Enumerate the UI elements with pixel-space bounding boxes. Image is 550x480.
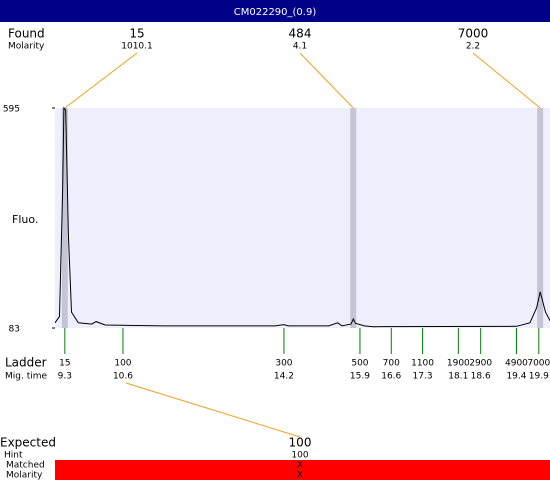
ladder-label: Ladder xyxy=(5,356,47,370)
y-axis-label: Fluo. xyxy=(12,213,38,226)
found-size: 7000 xyxy=(458,27,489,41)
expected-size: 100 xyxy=(289,436,312,450)
ladder-size: 1900 xyxy=(447,359,470,369)
title-bar xyxy=(0,0,550,22)
peak-band xyxy=(537,108,544,328)
ladder-size: 500 xyxy=(351,359,368,369)
found-molarity: 4.1 xyxy=(293,42,307,52)
y-tick-label: 595 xyxy=(3,105,20,115)
found-molarity: 1010.1 xyxy=(121,42,153,52)
ladder-time: 16.6 xyxy=(381,372,401,382)
expected-matched: X xyxy=(297,461,303,471)
peak-band xyxy=(61,108,68,328)
expected-label: Expected xyxy=(0,436,56,450)
exp-molarity-label: Molarity xyxy=(6,471,43,480)
ladder-size: 100 xyxy=(114,359,131,369)
ladder-time: 9.3 xyxy=(58,372,72,382)
found-molarity: 2.2 xyxy=(466,42,480,52)
ladder-time: 19.9 xyxy=(529,372,549,382)
ladder-size: 700 xyxy=(383,359,400,369)
mig-time-label: Mig. time xyxy=(5,372,47,382)
ladder-size: 2900 xyxy=(469,359,492,369)
found-link xyxy=(64,52,138,109)
ladder-size: 7000 xyxy=(527,359,550,369)
title: CM022290_(0.9) xyxy=(234,7,317,18)
ladder-size: 4900 xyxy=(505,359,528,369)
found-link xyxy=(299,52,354,109)
trace xyxy=(54,106,550,328)
ladder-size: 15 xyxy=(59,359,70,369)
ladder-time: 15.9 xyxy=(350,372,370,382)
ladder-time: 10.6 xyxy=(113,372,133,382)
ladder-time: 17.3 xyxy=(413,372,433,382)
expected-hint: 100 xyxy=(291,451,308,461)
found-size: 484 xyxy=(289,27,312,41)
hint-label: Hint xyxy=(4,451,23,461)
expected-molarity: X xyxy=(297,471,303,480)
plot-area xyxy=(55,108,550,328)
matched-bar xyxy=(55,460,550,480)
found-label: Found xyxy=(8,27,45,41)
ladder-time: 18.6 xyxy=(471,372,491,382)
ladder-time: 19.4 xyxy=(506,372,526,382)
molarity-label: Molarity xyxy=(8,42,45,52)
ladder-time: 14.2 xyxy=(274,372,294,382)
matched-label: Matched xyxy=(6,461,45,471)
ladder-time: 18.1 xyxy=(448,372,468,382)
ladder-size: 1100 xyxy=(411,359,434,369)
expected-link xyxy=(125,382,301,438)
ladder-size: 300 xyxy=(275,359,292,369)
peak-band xyxy=(350,108,357,328)
found-link xyxy=(472,52,541,109)
y-tick-label: 83 xyxy=(9,325,20,335)
found-size: 15 xyxy=(129,27,144,41)
